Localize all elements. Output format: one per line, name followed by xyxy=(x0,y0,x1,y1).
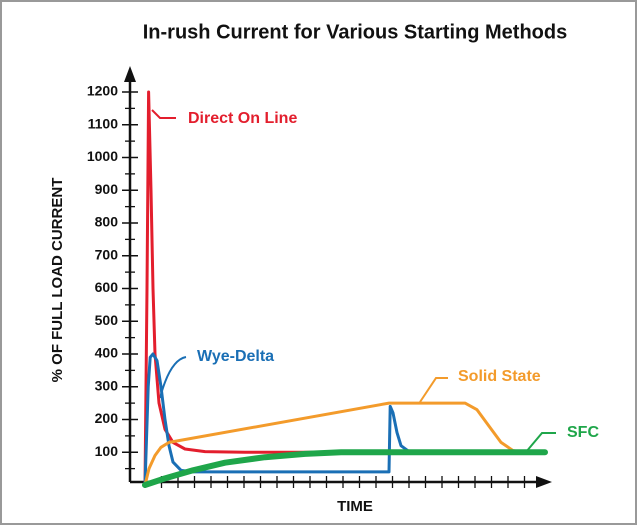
series-label: SFC xyxy=(567,424,599,441)
y-tick-label: 1100 xyxy=(88,115,119,131)
y-tick-label: 100 xyxy=(95,443,119,459)
leader xyxy=(151,109,176,119)
y-tick-label: 200 xyxy=(95,410,119,426)
y-tick-label: 1200 xyxy=(87,83,118,99)
y-tick-label: 800 xyxy=(95,214,119,230)
y-tick-label: 500 xyxy=(95,312,119,328)
y-tick-label: 600 xyxy=(95,279,119,295)
y-tick-label: 400 xyxy=(95,345,119,361)
series-label: Solid State xyxy=(458,368,541,385)
x-axis-arrow xyxy=(536,476,552,488)
y-tick-label: 1000 xyxy=(87,148,118,164)
leader xyxy=(525,432,556,453)
chart-title: In-rush Current for Various Starting Met… xyxy=(143,21,567,43)
series-line xyxy=(143,90,395,487)
y-tick-label: 300 xyxy=(95,377,119,393)
y-tick-label: 900 xyxy=(95,181,119,197)
series-label: Direct On Line xyxy=(188,110,297,127)
series-line xyxy=(143,352,427,487)
series-line xyxy=(142,449,548,488)
y-tick-label: 700 xyxy=(95,246,119,262)
leader xyxy=(419,377,448,403)
y-axis-arrow xyxy=(124,66,136,82)
series-label: Wye-Delta xyxy=(197,348,274,365)
x-axis-label: TIME xyxy=(337,498,373,515)
y-axis-label: % OF FULL LOAD CURRENT xyxy=(49,178,66,383)
